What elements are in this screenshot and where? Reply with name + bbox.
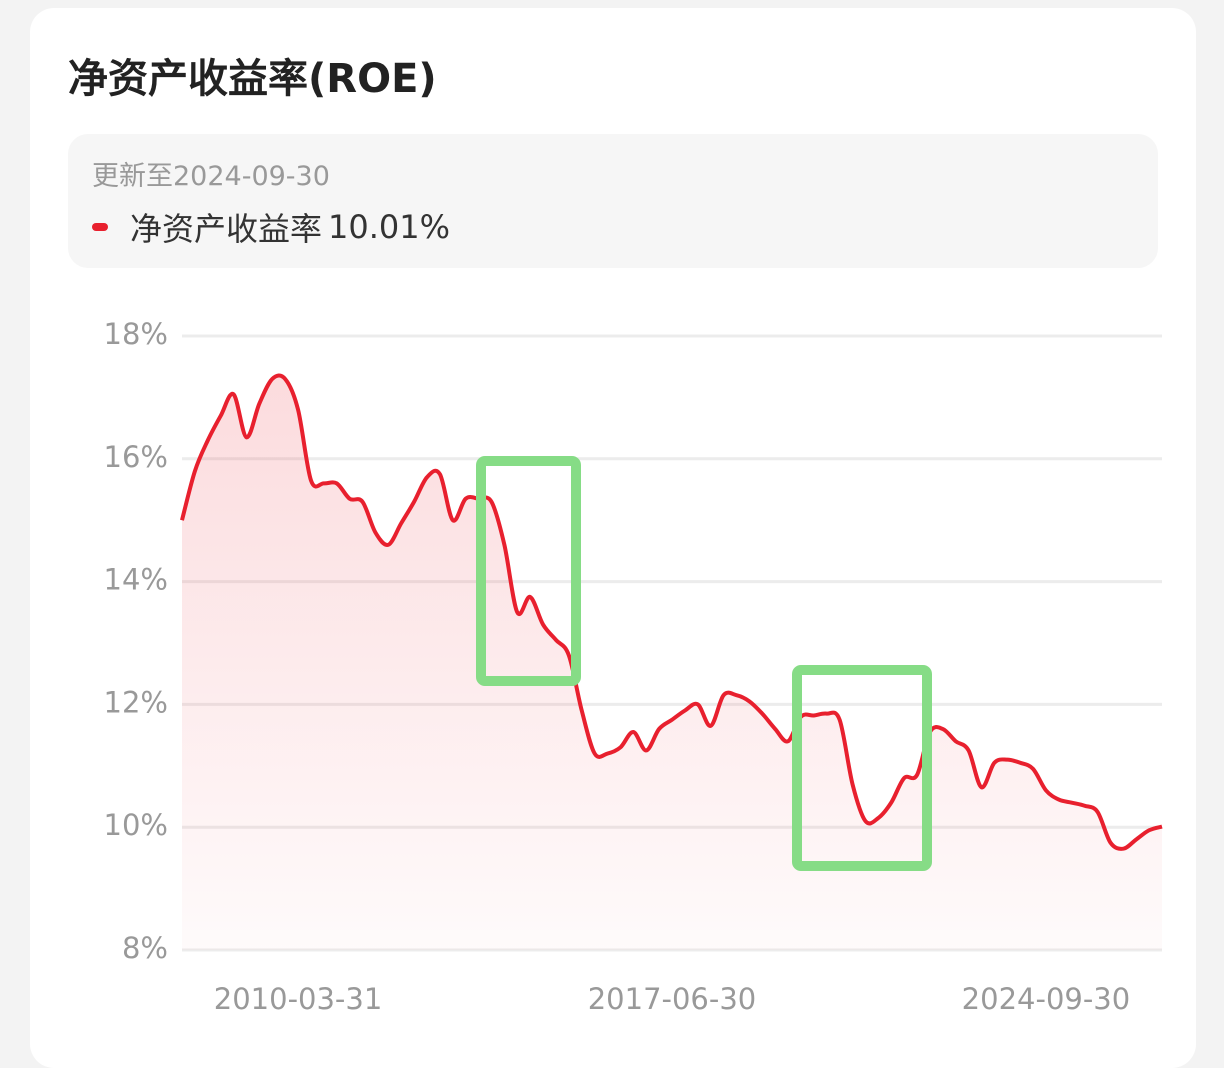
title: 净资产收益率(ROE): [68, 56, 437, 102]
legend-name: 净资产收益率: [130, 210, 323, 248]
line: [180, 373, 1163, 851]
highlight-box: [792, 665, 932, 871]
y-tick-label: 16%: [104, 440, 168, 474]
x-tick-label: 2010-03-31: [214, 982, 383, 1016]
x-tick-label: 2024-09-30: [962, 982, 1131, 1016]
y-tick-label: 8%: [122, 931, 168, 965]
legend: 净资产收益率 10.01%: [92, 204, 450, 250]
x-tick-label: 2017-06-30: [588, 982, 757, 1016]
area: [182, 375, 1162, 951]
info-box: 更新至2024-09-30 净资产收益率 10.01%: [68, 134, 1158, 268]
update-date: 更新至2024-09-30: [92, 161, 330, 192]
y-tick-label: 18%: [104, 317, 168, 351]
y-tick-label: 12%: [104, 685, 168, 719]
legend-value: 10.01%: [328, 208, 451, 246]
y-tick-label: 14%: [104, 563, 168, 597]
y-tick-label: 10%: [104, 808, 168, 842]
highlight-box: [476, 456, 581, 686]
legend-dot: [92, 223, 108, 231]
